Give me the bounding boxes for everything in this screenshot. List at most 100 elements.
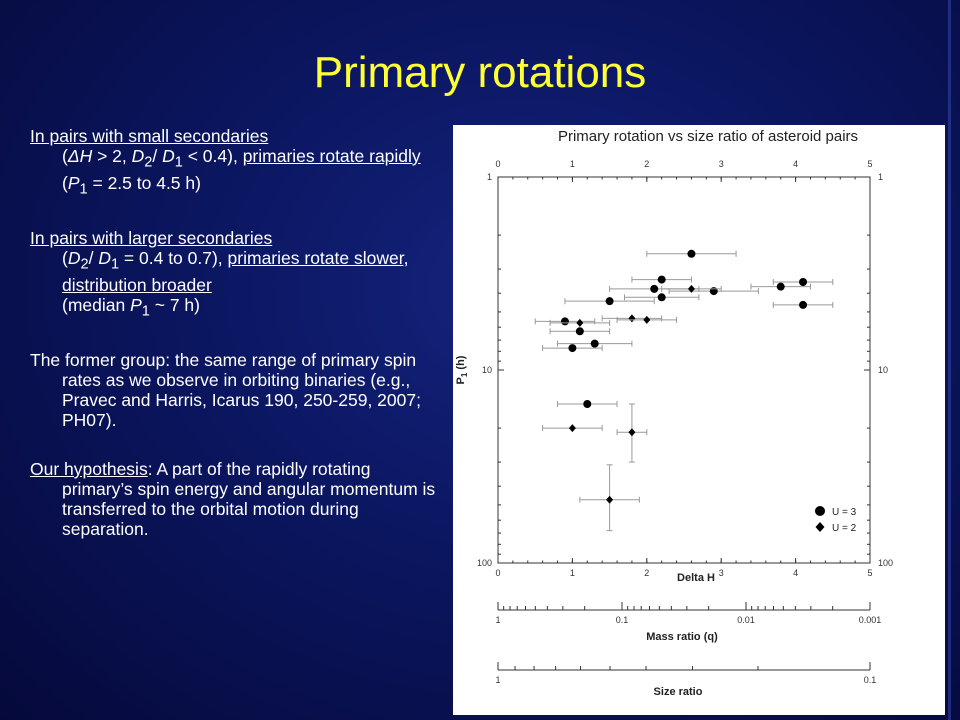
data-point-diamond [628,314,636,323]
bullet2-text: 1 [141,303,150,319]
right-edge-stripe [948,0,951,720]
data-point-diamond [643,315,651,324]
hypothesis-heading: Our hypothesis [30,459,148,479]
data-point-circle [709,287,718,296]
y-tick-label: 100 [878,558,893,568]
data-point-diamond [576,318,584,327]
data-point-diamond [606,495,614,504]
bullet2-text: ( [62,248,68,268]
bullet1-text: = 2.5 to 4.5 h) [87,172,201,193]
data-point-circle [799,300,808,309]
bullet1-text: / [152,146,163,166]
x-tick-label: 2 [644,159,649,169]
x-axis-label: Delta H [677,572,715,584]
mass-ratio-tick-label: 1 [495,615,500,625]
x-tick-label: 4 [793,159,798,169]
bullet-hypothesis: Our hypothesis: A part of the rapidly ro… [30,459,440,539]
mass-ratio-tick-label: 0.01 [737,615,755,625]
bullet1-text: > 2, [92,146,132,166]
y-tick-label: 1 [487,172,492,182]
mass-ratio-tick-label: 0.001 [859,615,882,625]
chart-panel: Primary rotation vs size ratio of astero… [453,125,945,715]
bullet1-text: D [162,146,175,166]
data-point-diamond [687,284,695,293]
x-tick-label: 0 [495,159,500,169]
bullet1-text: ( [62,146,68,166]
mass-ratio-tick-label: 0.1 [616,615,629,625]
data-points [534,249,834,532]
y-axis: 1 1 10 10 100 100 [477,172,893,568]
x-tick-label: 3 [719,568,724,578]
data-point-circle [583,399,592,408]
legend-label: U = 2 [832,523,857,534]
legend-marker-circle [815,506,825,516]
y-tick-label: 10 [878,365,888,375]
bullet2-text: ~ 7 h) [149,294,200,315]
y-tick-label: 10 [482,365,492,375]
bullet2-text: = 0.4 to 0.7), [119,248,228,268]
size-ratio-axis: 1 0.1 [495,662,876,685]
bullet2-text: primaries rotate slower, distribution br… [62,248,409,295]
bullet2-heading: In pairs with larger secondaries [30,228,273,248]
legend-label: U = 3 [832,507,857,518]
size-ratio-label: Size ratio [654,686,703,698]
y-tick-label: 1 [878,172,883,182]
data-point-circle [575,327,584,336]
bullet2-text: P [130,294,142,315]
x-tick-label: 0 [495,568,500,578]
bullet2-text: D [67,248,81,268]
chart-title: Primary rotation vs size ratio of astero… [558,128,858,145]
x-tick-label: 5 [867,159,872,169]
bullet-former-group: The former group: the same range of prim… [30,350,421,430]
y-tick-label: 100 [477,558,492,568]
data-point-circle [560,317,569,326]
data-point-circle [799,278,808,287]
data-point-circle [657,293,666,302]
bullet1-text: 1 [174,154,183,171]
legend-marker-diamond [815,522,825,532]
size-ratio-tick-label: 1 [495,675,500,685]
bullet-larger-secondaries: In pairs with larger secondaries (D2/ D1… [30,228,440,321]
bullet2-text: / [88,248,99,268]
bullet1-text: ( [62,172,68,193]
bullet2-text: D [98,248,111,268]
plot-frame [497,176,871,564]
data-point-circle [590,339,599,348]
bullet1-text: < 0.4), [182,146,243,166]
scatter-chart: Primary rotation vs size ratio of astero… [455,128,893,698]
y-axis-label: P1 (h) [455,355,469,384]
bullet2-text: (median [62,294,131,315]
x-tick-label: 4 [793,568,798,578]
data-point-circle [657,275,666,284]
hypothesis-text: : A part of the rapidly rotating primary… [62,459,436,539]
x-tick-label: 1 [570,159,575,169]
bullet-small-secondaries: In pairs with small secondaries (ΔH > 2,… [30,126,440,199]
x-axis: 0 0 1 1 2 2 3 3 4 4 5 5 [495,159,872,578]
data-point-circle [568,344,577,353]
data-point-diamond [628,428,636,437]
x-tick-label: 5 [867,568,872,578]
bullet1-text: 2 [144,154,153,171]
x-tick-label: 3 [719,159,724,169]
bullet1-text: ΔH [67,146,93,166]
data-point-circle [776,282,785,291]
legend: U = 3 U = 2 [815,506,857,534]
slide-title: Primary rotations [313,48,647,97]
data-point-diamond [568,424,576,433]
bullet1-heading: In pairs with small secondaries [30,126,269,146]
bullet1-text: D [131,146,145,166]
mass-ratio-label: Mass ratio (q) [646,631,718,643]
data-point-circle [687,249,696,258]
size-ratio-tick-label: 0.1 [864,675,877,685]
bullet-list: In pairs with small secondaries (ΔH > 2,… [30,126,440,568]
x-tick-label: 2 [644,568,649,578]
x-tick-label: 1 [570,568,575,578]
bullet1-text: P [67,172,80,193]
bullet1-text: primaries rotate rapidly [242,146,421,166]
bullet2-text: 2 [80,256,89,273]
data-point-circle [605,297,614,306]
bullet1-text: 1 [79,181,88,197]
bullet2-text: 1 [110,256,120,273]
data-point-circle [650,284,659,293]
mass-ratio-axis: 1 0.1 0.01 0.001 [495,602,881,625]
